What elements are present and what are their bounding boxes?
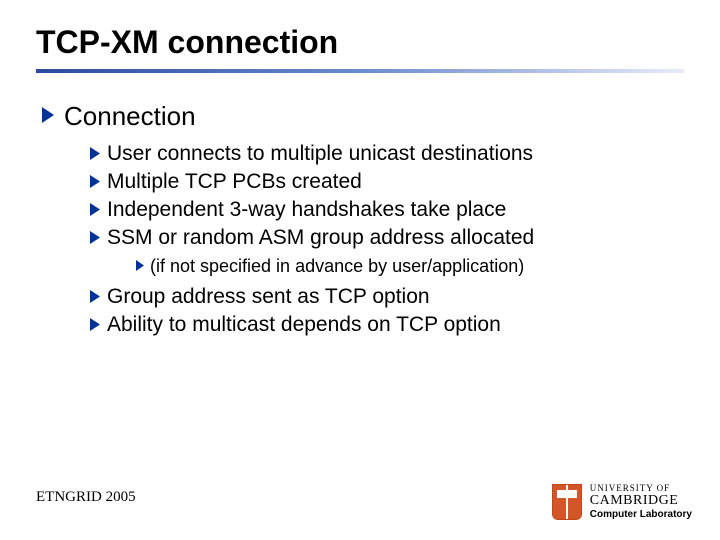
bullet-text: Multiple TCP PCBs created: [107, 170, 362, 194]
cambridge-shield-icon: [552, 484, 582, 520]
arrow-icon: [90, 203, 101, 216]
arrow-icon: [136, 260, 145, 271]
uni-line1: UNIVERSITY OF: [590, 484, 692, 493]
bullet-level2: Multiple TCP PCBs created: [90, 170, 684, 194]
university-text: UNIVERSITY OF CAMBRIDGE Computer Laborat…: [590, 484, 692, 520]
bullet-level2: User connects to multiple unicast destin…: [90, 142, 684, 166]
bullet-level2: Independent 3-way handshakes take place: [90, 198, 684, 222]
arrow-icon: [90, 290, 101, 303]
bullet-level2: SSM or random ASM group address allocate…: [90, 226, 684, 250]
uni-line2: CAMBRIDGE: [590, 494, 692, 508]
bullet-text: Independent 3-way handshakes take place: [107, 198, 506, 222]
arrow-icon: [90, 231, 101, 244]
bullet-level1: Connection: [42, 101, 684, 132]
arrow-icon: [42, 107, 56, 123]
uni-line3: Computer Laboratory: [590, 510, 692, 520]
bullet-text: Group address sent as TCP option: [107, 285, 430, 309]
bullet-text: User connects to multiple unicast destin…: [107, 142, 533, 166]
arrow-icon: [90, 147, 101, 160]
slide: TCP-XM connection Connection User connec…: [0, 0, 720, 540]
arrow-icon: [90, 175, 101, 188]
bullet-text: SSM or random ASM group address allocate…: [107, 226, 534, 250]
bullet-text: (if not specified in advance by user/app…: [150, 256, 524, 277]
footer-left-text: ETNGRID 2005: [36, 489, 136, 506]
slide-title: TCP-XM connection: [36, 24, 684, 61]
bullet-level2: Group address sent as TCP option: [90, 285, 684, 309]
footer-logo: UNIVERSITY OF CAMBRIDGE Computer Laborat…: [552, 484, 692, 520]
bullet-level3: (if not specified in advance by user/app…: [136, 256, 684, 277]
title-underline: [36, 69, 684, 73]
bullet-level2: Ability to multicast depends on TCP opti…: [90, 313, 684, 337]
bullet-text: Connection: [64, 101, 196, 132]
bullet-text: Ability to multicast depends on TCP opti…: [107, 313, 501, 337]
arrow-icon: [90, 318, 101, 331]
